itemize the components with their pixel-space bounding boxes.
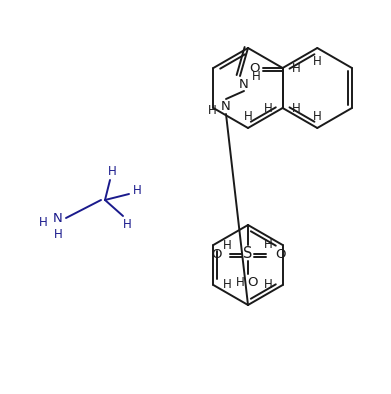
Text: H: H: [54, 227, 63, 240]
Text: N: N: [239, 78, 249, 91]
Text: O: O: [211, 247, 221, 260]
Text: H: H: [208, 104, 216, 117]
Text: H: H: [264, 102, 273, 115]
Text: H: H: [244, 110, 252, 123]
Text: H: H: [313, 110, 322, 123]
Text: H: H: [264, 279, 273, 292]
Text: H: H: [39, 216, 47, 229]
Text: H: H: [236, 277, 244, 290]
Text: H: H: [108, 165, 117, 178]
Text: H: H: [223, 279, 232, 292]
Text: S: S: [243, 247, 253, 262]
Text: H: H: [223, 238, 232, 251]
Text: H: H: [252, 69, 260, 82]
Text: O: O: [249, 61, 260, 74]
Text: H: H: [292, 61, 301, 74]
Text: O: O: [275, 247, 285, 260]
Text: H: H: [292, 102, 301, 115]
Text: H: H: [123, 217, 131, 230]
Text: N: N: [53, 212, 63, 225]
Text: H: H: [313, 54, 322, 67]
Text: H: H: [264, 238, 273, 251]
Text: H: H: [133, 184, 142, 197]
Text: O: O: [248, 277, 258, 290]
Text: N: N: [221, 100, 231, 113]
